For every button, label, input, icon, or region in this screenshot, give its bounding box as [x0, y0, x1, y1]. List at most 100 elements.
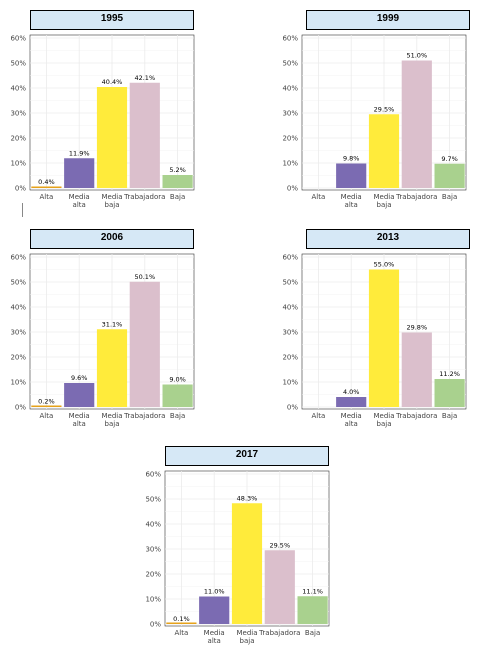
bar [401, 332, 432, 407]
y-tick-label: 60% [282, 254, 298, 262]
chart-panel-1999: 1999 0% 10% 20% 30% 40% 50% 60% Alta 9.8% Media al… [272, 10, 472, 220]
y-tick-label: 20% [145, 571, 161, 579]
y-tick-label: 10% [145, 596, 161, 604]
data-label: 11.2% [439, 370, 460, 378]
data-label: 9.0% [169, 376, 186, 384]
bar [336, 397, 367, 407]
y-tick-label: 30% [282, 110, 298, 118]
y-tick-label: 0% [15, 185, 26, 193]
x-tick-label: Media alta [341, 412, 362, 428]
data-label: 11.0% [204, 588, 225, 596]
y-tick-label: 30% [145, 546, 161, 554]
y-tick-label: 50% [10, 60, 26, 68]
x-tick-label: Alta [175, 629, 189, 637]
data-label: 42.1% [134, 74, 155, 82]
bar [166, 622, 197, 624]
x-tick-label: Media alta [204, 629, 225, 645]
y-tick-label: 40% [10, 304, 26, 312]
x-tick-label: Baja [442, 193, 457, 201]
y-tick-label: 60% [10, 254, 26, 262]
x-tick-label: Trabajadora [123, 193, 165, 201]
panel-title: 2017 [165, 446, 329, 466]
y-tick-label: 20% [10, 354, 26, 362]
x-tick-label: Media alta [69, 193, 90, 209]
data-label: 31.1% [102, 320, 123, 328]
y-tick-label: 40% [282, 304, 298, 312]
bar [368, 114, 400, 188]
x-tick-label: Baja [170, 412, 185, 420]
panel-title: 2013 [306, 229, 470, 249]
x-tick-label: Media baja [101, 193, 122, 209]
data-label: 5.2% [169, 166, 186, 174]
data-label: 29.5% [269, 541, 290, 549]
data-label: 11.9% [69, 149, 90, 157]
bar [129, 82, 160, 188]
x-tick-label: Baja [442, 412, 457, 420]
y-tick-label: 40% [10, 85, 26, 93]
data-label: 0.1% [173, 615, 190, 623]
data-label: 9.6% [71, 374, 88, 382]
chart-panel-2006: 2006 0% 10% 20% 30% 40% 50% 60% 0.2% Alta 9.6% Med… [0, 229, 200, 439]
y-tick-label: 30% [282, 329, 298, 337]
y-tick-label: 50% [10, 279, 26, 287]
bar [96, 329, 128, 407]
data-label: 40.4% [102, 78, 123, 86]
panel-title: 1995 [30, 10, 194, 30]
x-tick-label: Trabajadora [395, 193, 437, 201]
data-label: 51.0% [406, 52, 427, 60]
bar-chart: 0% 10% 20% 30% 40% 50% 60% Alta 9.8% Media alta 29.… [282, 35, 467, 209]
y-tick-label: 50% [282, 60, 298, 68]
y-tick-label: 10% [10, 379, 26, 387]
y-tick-label: 20% [282, 354, 298, 362]
data-label: 0.2% [38, 398, 55, 406]
chart-panel-2013: 2013 0% 10% 20% 30% 40% 50% 60% Alta 4.0% Media al… [272, 229, 472, 439]
panel-title: 1999 [306, 10, 470, 30]
x-tick-label: Media baja [236, 629, 257, 645]
x-tick-label: Alta [40, 193, 54, 201]
x-tick-label: Media baja [373, 412, 394, 428]
x-tick-label: Alta [312, 412, 326, 420]
y-tick-label: 50% [145, 496, 161, 504]
bar [434, 379, 465, 407]
bar-chart: 0% 10% 20% 30% 40% 50% 60% Alta 4.0% Media alta 55.… [282, 254, 467, 428]
y-tick-label: 0% [287, 404, 298, 412]
y-tick-label: 10% [282, 160, 298, 168]
bar [64, 383, 95, 407]
bar [162, 175, 193, 188]
data-label: 29.8% [406, 324, 427, 332]
bar-chart: 0% 10% 20% 30% 40% 50% 60% 0.4% Alta 11.9% Media al… [10, 35, 195, 209]
y-tick-label: 10% [282, 379, 298, 387]
y-tick-label: 0% [15, 404, 26, 412]
x-tick-label: Trabajadora [258, 629, 300, 637]
x-tick-label: Media baja [373, 193, 394, 209]
bar [31, 405, 62, 407]
data-label: 29.5% [374, 105, 395, 113]
y-tick-label: 60% [145, 471, 161, 479]
y-tick-label: 60% [10, 35, 26, 43]
bar [368, 269, 400, 407]
bar [401, 60, 432, 188]
x-tick-label: Alta [312, 193, 326, 201]
bar-chart: 0% 10% 20% 30% 40% 50% 60% 0.1% Alta 11.0% Media al… [145, 471, 330, 645]
x-tick-label: Alta [40, 412, 54, 420]
x-tick-label: Trabajadora [395, 412, 437, 420]
y-tick-label: 20% [10, 135, 26, 143]
data-label: 4.0% [343, 388, 360, 396]
chart-panel-1995: 1995 0% 10% 20% 30% 40% 50% 60% 0.4% Alta 11.9% Me… [0, 10, 200, 220]
data-label: 55.0% [374, 261, 395, 269]
data-label: 9.7% [441, 155, 458, 163]
data-label: 11.1% [302, 587, 323, 595]
y-tick-label: 20% [282, 135, 298, 143]
x-tick-label: Baja [305, 629, 320, 637]
y-tick-label: 30% [10, 110, 26, 118]
bar [231, 503, 263, 624]
data-label: 0.4% [38, 178, 55, 186]
y-tick-label: 60% [282, 35, 298, 43]
bar-chart: 0% 10% 20% 30% 40% 50% 60% 0.2% Alta 9.6% Media alt… [10, 254, 195, 428]
bar [96, 87, 128, 188]
bar [336, 163, 367, 188]
y-tick-label: 40% [282, 85, 298, 93]
x-tick-label: Trabajadora [123, 412, 165, 420]
chart-panel-2017: 2017 0% 10% 20% 30% 40% 50% 60% 0.1% Alta 11.0% Me… [135, 446, 335, 658]
y-tick-label: 40% [145, 521, 161, 529]
